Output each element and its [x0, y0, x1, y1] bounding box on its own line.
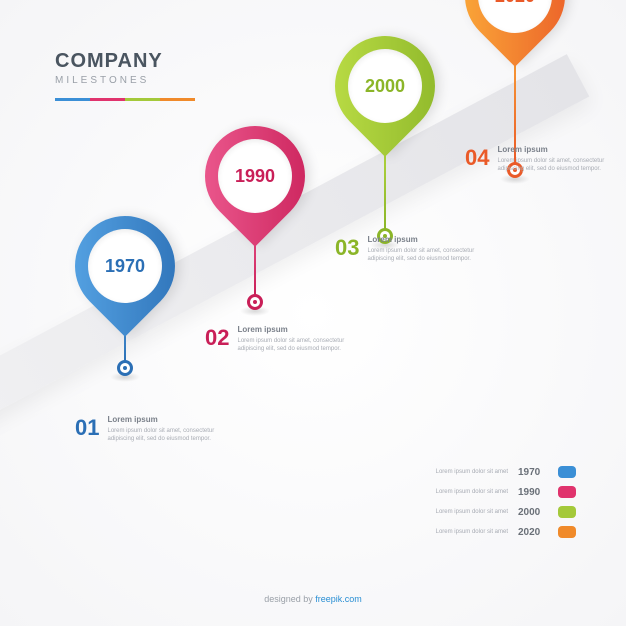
- marker-inner: 2000: [348, 49, 422, 123]
- legend-year: 1970: [518, 467, 548, 478]
- milestone-title: Lorem ipsum: [497, 145, 607, 154]
- marker-shape-icon: 2020: [444, 0, 585, 67]
- credit-line: designed by freepik.com: [0, 594, 626, 604]
- milestone-title: Lorem ipsum: [107, 415, 217, 424]
- milestone-marker: 1990: [205, 126, 305, 226]
- legend-text: Lorem ipsum dolor sit amet: [428, 509, 508, 515]
- legend-color-chip: [558, 506, 576, 518]
- milestone-marker: 1970: [75, 216, 175, 316]
- milestone-year: 2000: [365, 76, 405, 97]
- legend-color-chip: [558, 526, 576, 538]
- marker-shape-icon: 2000: [314, 15, 455, 156]
- milestone-info: 03 Lorem ipsum Lorem ipsum dolor sit amet,…: [335, 235, 485, 265]
- milestone-info: 04 Lorem ipsum Lorem ipsum dolor sit amet,…: [465, 145, 615, 175]
- legend-text: Lorem ipsum dolor sit amet: [428, 489, 508, 495]
- marker-shape-icon: 1970: [54, 195, 195, 336]
- legend-row: Lorem ipsum dolor sit amet 2020: [428, 526, 576, 538]
- legend-year: 1990: [518, 487, 548, 498]
- milestone-title: Lorem ipsum: [367, 235, 477, 244]
- milestone-text: Lorem ipsum Lorem ipsum dolor sit amet, c…: [497, 145, 607, 174]
- milestone-body: Lorem ipsum dolor sit amet, consectetur …: [497, 157, 607, 174]
- milestone-number: 03: [335, 235, 359, 261]
- credit-prefix: designed by: [264, 594, 315, 604]
- milestone-number: 02: [205, 325, 229, 351]
- milestone-info: 01 Lorem ipsum Lorem ipsum dolor sit amet,…: [75, 415, 225, 445]
- milestone-year: 1970: [105, 256, 145, 277]
- marker-inner: 1970: [88, 229, 162, 303]
- legend-year: 2020: [518, 527, 548, 538]
- milestone-body: Lorem ipsum dolor sit amet, consectetur …: [367, 247, 477, 264]
- legend: Lorem ipsum dolor sit amet1970Lorem ipsu…: [428, 466, 576, 546]
- legend-row: Lorem ipsum dolor sit amet 2000: [428, 506, 576, 518]
- milestone-text: Lorem ipsum Lorem ipsum dolor sit amet, c…: [107, 415, 217, 444]
- milestone-info: 02 Lorem ipsum Lorem ipsum dolor sit amet,…: [205, 325, 355, 355]
- legend-row: Lorem ipsum dolor sit amet 1970: [428, 466, 576, 478]
- marker-shape-icon: 1990: [184, 105, 325, 246]
- milestone-title: Lorem ipsum: [237, 325, 347, 334]
- milestone-number: 01: [75, 415, 99, 441]
- legend-row: Lorem ipsum dolor sit amet 1990: [428, 486, 576, 498]
- milestone-body: Lorem ipsum dolor sit amet, consectetur …: [107, 427, 217, 444]
- milestone-marker: 2000: [335, 36, 435, 136]
- milestone-body: Lorem ipsum dolor sit amet, consectetur …: [237, 337, 347, 354]
- milestone-text: Lorem ipsum Lorem ipsum dolor sit amet, c…: [237, 325, 347, 354]
- legend-text: Lorem ipsum dolor sit amet: [428, 469, 508, 475]
- milestone-marker: 2020: [465, 0, 565, 46]
- milestone-year: 2020: [495, 0, 535, 7]
- pin-dot-icon: [117, 360, 133, 376]
- marker-inner: 2020: [478, 0, 552, 33]
- milestone-number: 04: [465, 145, 489, 171]
- legend-color-chip: [558, 486, 576, 498]
- milestone-text: Lorem ipsum Lorem ipsum dolor sit amet, c…: [367, 235, 477, 264]
- legend-year: 2000: [518, 507, 548, 518]
- milestone-year: 1990: [235, 166, 275, 187]
- credit-brand: freepik.com: [315, 594, 362, 604]
- legend-color-chip: [558, 466, 576, 478]
- legend-text: Lorem ipsum dolor sit amet: [428, 529, 508, 535]
- marker-inner: 1990: [218, 139, 292, 213]
- pin-dot-icon: [247, 294, 263, 310]
